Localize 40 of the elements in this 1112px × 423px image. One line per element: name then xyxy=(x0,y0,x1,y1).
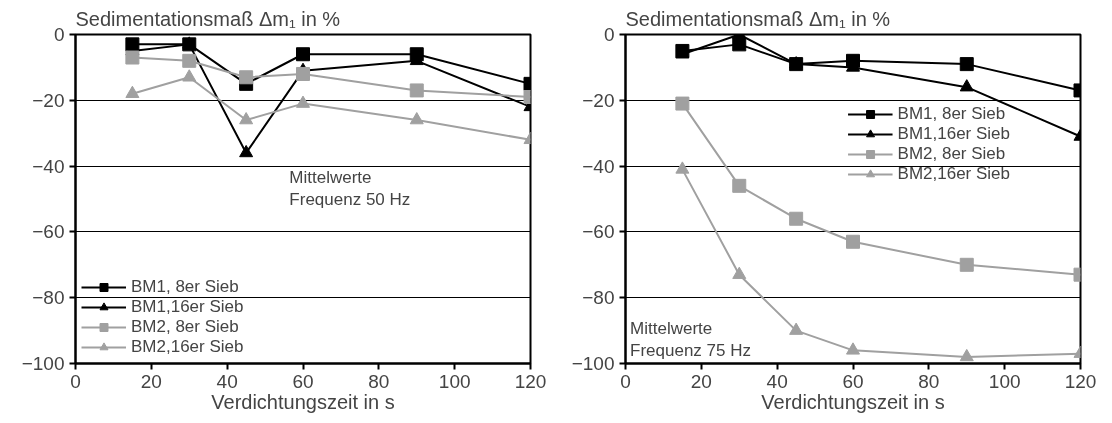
x-tick-label: 40 xyxy=(216,370,238,392)
x-tick-label: 20 xyxy=(140,370,162,392)
legend-label: BM1,16er Sieb xyxy=(897,124,1010,144)
x-tick-label: 60 xyxy=(292,370,314,392)
x-tick-label: 120 xyxy=(1064,370,1097,392)
legend-label: BM1, 8er Sieb xyxy=(897,104,1006,124)
annotation: Mittelwerte Frequenz 50 Hz xyxy=(289,168,411,209)
x-tick-label: 0 xyxy=(70,370,81,392)
y-tick-label: −80 xyxy=(32,287,65,309)
y-tick-label: −20 xyxy=(32,89,65,111)
y-axis-title: Sedimentationsmaß Δm₁ in % xyxy=(625,7,891,30)
y-tick-label: −20 xyxy=(582,89,615,111)
x-tick-label: 100 xyxy=(438,370,471,392)
y-tick-label: −60 xyxy=(582,221,615,243)
y-tick-label: −40 xyxy=(582,155,615,177)
x-tick-label: 120 xyxy=(514,370,547,392)
y-tick-label: −40 xyxy=(32,155,65,177)
y-tick-label: 0 xyxy=(603,24,615,45)
y-tick-label: 0 xyxy=(53,24,65,45)
legend-label: BM2,16er Sieb xyxy=(131,337,244,357)
y-tick-label: −100 xyxy=(571,353,615,374)
y-tick-label: −100 xyxy=(21,353,65,374)
y-tick-label: −80 xyxy=(582,287,615,309)
legend-label: BM2, 8er Sieb xyxy=(131,317,239,337)
x-tick-label: 80 xyxy=(368,370,390,392)
legend-label: BM1, 8er Sieb xyxy=(131,277,239,297)
x-tick-label: 100 xyxy=(988,370,1021,392)
legend-label: BM2, 8er Sieb xyxy=(897,144,1006,164)
x-tick-label: 40 xyxy=(766,370,788,392)
y-axis-title: Sedimentationsmaß Δm₁ in % xyxy=(75,7,341,30)
x-tick-label: 0 xyxy=(620,370,631,392)
x-axis-title: Verdichtungszeit in s xyxy=(211,390,395,413)
x-tick-label: 60 xyxy=(842,370,864,392)
x-tick-label: 20 xyxy=(690,370,712,392)
x-tick-label: 80 xyxy=(918,370,940,392)
x-axis-title: Verdichtungszeit in s xyxy=(761,390,945,413)
annotation: Mittelwerte Frequenz 75 Hz xyxy=(630,319,751,361)
y-tick-label: −60 xyxy=(32,221,65,243)
legend-label: BM2,16er Sieb xyxy=(897,164,1010,184)
legend-label: BM1,16er Sieb xyxy=(131,297,244,317)
